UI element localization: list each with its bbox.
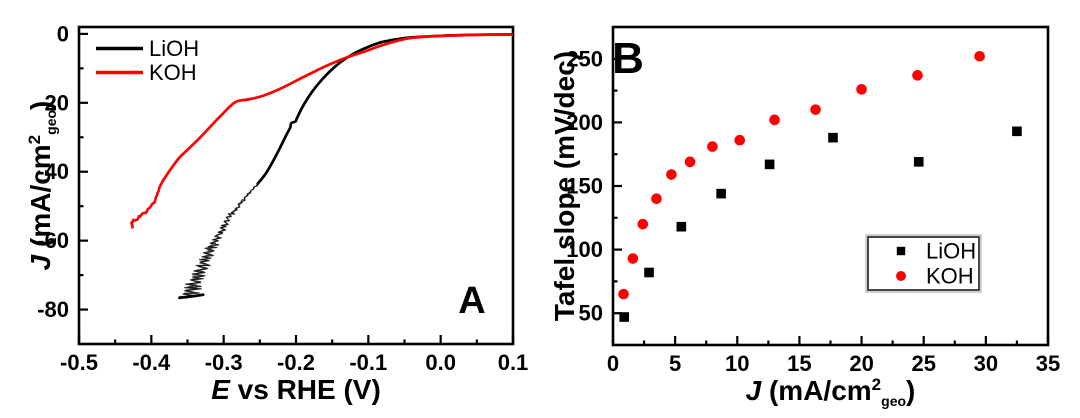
x-tick-label: 30 — [974, 351, 998, 376]
koh-scatter-point — [856, 84, 867, 95]
y-axis-title: Tafel slope (mV/dec) — [549, 51, 580, 321]
y-axis-title: J (mA/cm2geo) — [25, 101, 59, 271]
lioh-noise-curve — [180, 183, 258, 298]
x-tick-label: -0.4 — [132, 350, 171, 375]
lioh-scatter-series — [619, 126, 1022, 322]
koh-scatter-series — [618, 50, 985, 300]
y-tick-label: 150 — [566, 174, 603, 199]
y-tick-label: -40 — [37, 159, 69, 184]
y-tick-label: 250 — [566, 46, 603, 71]
x-tick-label: 15 — [787, 351, 811, 376]
lioh-scatter-point — [1012, 126, 1022, 137]
lioh-scatter-point — [644, 267, 654, 278]
koh-scatter-point — [651, 193, 662, 205]
x-tick-label: 20 — [849, 351, 873, 376]
legend-b-box — [867, 236, 980, 291]
koh-scatter-point — [707, 141, 718, 152]
koh-scatter-point — [627, 253, 639, 264]
x-tick-label: 10 — [725, 351, 749, 376]
y-tick-label: 200 — [566, 110, 603, 135]
legend-label-lioh: LiOH — [149, 36, 199, 61]
legend-marker-koh — [896, 271, 906, 281]
koh-scatter-point — [974, 50, 985, 62]
panel-a-group: -0.5 -0.4 -0.3 -0.2 -0.1 0.0 0.1 0 -20 -40 -60 -80 E… — [25, 21, 528, 405]
x-tick-label: 25 — [911, 351, 935, 376]
legend-label-koh: KOH — [926, 264, 974, 289]
y-tick-label: 50 — [579, 301, 603, 326]
x-tick-label: -0.3 — [205, 350, 243, 375]
legend-label-koh: KOH — [149, 60, 197, 85]
x-tick-label: 0.0 — [425, 350, 456, 375]
lioh-scatter-point — [619, 312, 629, 322]
lioh-scatter-point — [764, 159, 775, 170]
koh-scatter-point — [912, 70, 923, 81]
x-tick-label: 0.1 — [498, 350, 529, 375]
lioh-scatter-point — [716, 188, 726, 199]
panel-a-frame — [77, 25, 515, 346]
x-tick-label: -0.5 — [60, 350, 98, 375]
y-tick-label: 0 — [57, 21, 69, 46]
x-tick-label: -0.1 — [349, 350, 387, 375]
koh-scatter-point — [734, 134, 746, 146]
lioh-curve — [256, 33, 513, 186]
koh-scatter-point — [684, 156, 696, 168]
y-tick-label: -20 — [37, 90, 69, 115]
lioh-scatter-point — [676, 221, 687, 232]
x-tick-label: 35 — [1036, 351, 1060, 376]
x-tick-label: 0 — [607, 351, 619, 376]
x-axis-title: J (mA/cm2geo) — [746, 375, 916, 409]
lioh-end-segment — [178, 293, 205, 300]
koh-scatter-point — [666, 169, 677, 180]
lioh-scatter-point — [828, 132, 838, 143]
x-tick-label: -0.2 — [277, 350, 315, 375]
lioh-scatter-point — [913, 157, 924, 167]
y-tick-label: 100 — [566, 237, 603, 262]
koh-scatter-point — [618, 288, 629, 300]
legend-marker-lioh — [896, 246, 906, 256]
koh-scatter-point — [810, 104, 821, 115]
koh-scatter-point — [769, 114, 780, 126]
y-tick-label: -80 — [37, 297, 69, 322]
panel-b-frame — [611, 25, 1050, 347]
koh-noise-tail — [130, 179, 165, 229]
koh-scatter-point — [637, 218, 649, 230]
panel-letter-a: A — [458, 280, 485, 322]
panel-letter-b: B — [612, 34, 644, 83]
panel-a-plot-area — [130, 33, 513, 300]
legend-label-lioh: LiOH — [926, 239, 976, 264]
x-axis-title: E vs RHE (V) — [211, 374, 381, 405]
y-tick-label: -60 — [37, 228, 69, 253]
koh-curve — [161, 33, 513, 182]
panel-b-group: 0 5 10 15 20 25 30 35 50 100 150 200 250 J (mA/cm2geo… — [549, 25, 1060, 409]
x-tick-label: 5 — [669, 351, 681, 376]
